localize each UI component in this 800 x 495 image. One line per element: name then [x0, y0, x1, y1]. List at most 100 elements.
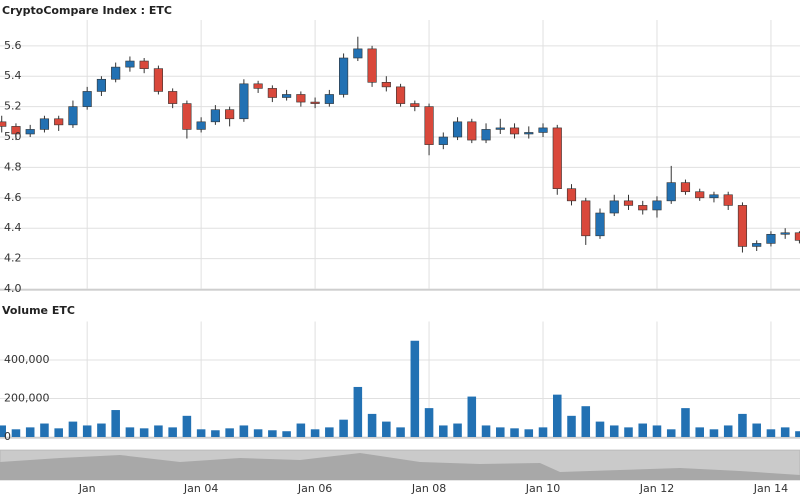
volume-bar: [225, 428, 234, 437]
candle-body: [567, 189, 576, 201]
y-tick-label: 4.6: [4, 191, 22, 204]
candle-body: [26, 129, 35, 134]
volume-bar: [496, 427, 505, 437]
volume-bar: [482, 425, 491, 437]
navigator: [0, 450, 800, 480]
candle-body: [752, 243, 761, 246]
volume-bar: [738, 414, 747, 437]
y-tick-label: 4.0: [4, 282, 22, 295]
volume-bar: [368, 414, 377, 437]
volume-bar: [439, 425, 448, 437]
candle-body: [539, 128, 548, 133]
volume-bar: [411, 341, 420, 437]
x-tick-label: Jan 10: [525, 482, 560, 495]
y-tick-label: 4.2: [4, 252, 22, 265]
volume-bar: [282, 431, 291, 437]
volume-bar: [183, 416, 192, 437]
x-tick-label: Jan: [78, 482, 96, 495]
volume-bar: [97, 424, 106, 437]
candle-body: [724, 195, 733, 206]
x-tick-label: Jan 14: [753, 482, 788, 495]
volume-bar: [695, 427, 704, 437]
volume-bar: [83, 425, 92, 437]
volume-bar: [154, 425, 163, 437]
volume-bar: [581, 406, 590, 437]
candle-body: [40, 119, 49, 130]
candle-body: [254, 84, 263, 89]
volume-bar: [610, 425, 619, 437]
y-tick-label: 4.8: [4, 160, 22, 173]
candle-body: [211, 110, 220, 122]
volume-bar: [767, 429, 776, 437]
volume-bar: [126, 427, 135, 437]
candle-body: [168, 91, 177, 103]
volume-bar: [638, 424, 647, 437]
candle-body: [282, 94, 291, 97]
volume-bar: [653, 425, 662, 437]
y-tick-label: 5.6: [4, 39, 22, 52]
candle-body: [425, 107, 434, 145]
candle-body: [225, 110, 234, 119]
candle-body: [453, 122, 462, 137]
volume-bar: [667, 429, 676, 437]
x-tick-label: Jan 12: [639, 482, 674, 495]
y-tick-label: 4.4: [4, 221, 22, 234]
candle-body: [140, 61, 149, 69]
volume-bar: [681, 408, 690, 437]
volume-bar: [26, 427, 35, 437]
candle-body: [396, 87, 405, 104]
volume-bar: [795, 431, 800, 437]
candle-body: [268, 88, 277, 97]
volume-bar: [168, 427, 177, 437]
candle-body: [767, 234, 776, 243]
candle-body: [710, 195, 719, 198]
candle-body: [154, 69, 163, 92]
volume-bar: [197, 429, 206, 437]
candle-body: [738, 205, 747, 246]
candle-body: [624, 201, 633, 206]
volume-bar: [510, 428, 519, 437]
volume-bar: [111, 410, 120, 437]
candle-body: [468, 122, 477, 140]
volume-bar: [453, 424, 462, 437]
chart: CryptoCompare Index : ETC Volume ETC 4.0…: [0, 0, 800, 495]
candle-body: [325, 94, 334, 103]
candle-body: [368, 49, 377, 82]
volume-bar: [539, 427, 548, 437]
candle-body: [681, 183, 690, 192]
y-tick-label: 5.2: [4, 100, 22, 113]
price-title: CryptoCompare Index : ETC: [2, 4, 172, 17]
candle-body: [111, 67, 120, 79]
candle-body: [653, 201, 662, 210]
volume-bar: [254, 429, 263, 437]
candle-body: [596, 213, 605, 236]
candle-body: [638, 205, 647, 210]
candle-body: [781, 233, 790, 235]
candle-body: [795, 233, 800, 241]
candle-body: [610, 201, 619, 213]
x-tick-label: Jan 06: [297, 482, 332, 495]
volume-bar: [710, 429, 719, 437]
candle-body: [667, 183, 676, 201]
candle-body: [581, 201, 590, 236]
volume-bar: [354, 387, 363, 437]
navigator-window[interactable]: [0, 450, 800, 480]
volume-bar: [752, 424, 761, 437]
volume-bar: [624, 427, 633, 437]
volume-bar: [567, 416, 576, 437]
volume-bar: [211, 430, 220, 437]
candle-body: [411, 104, 420, 107]
candle-body: [183, 104, 192, 130]
volume-bar: [12, 429, 21, 437]
y-tick-label: 0: [4, 430, 11, 443]
candle-body: [496, 128, 505, 130]
candle-body: [339, 58, 348, 94]
x-tick-label: Jan 08: [411, 482, 446, 495]
candle-body: [510, 128, 519, 134]
y-tick-label: 200,000: [4, 392, 50, 405]
volume-bar: [69, 422, 78, 437]
candle-body: [354, 49, 363, 58]
volume-bar: [240, 425, 249, 437]
volume-bar: [40, 424, 49, 437]
candle-body: [126, 61, 135, 67]
